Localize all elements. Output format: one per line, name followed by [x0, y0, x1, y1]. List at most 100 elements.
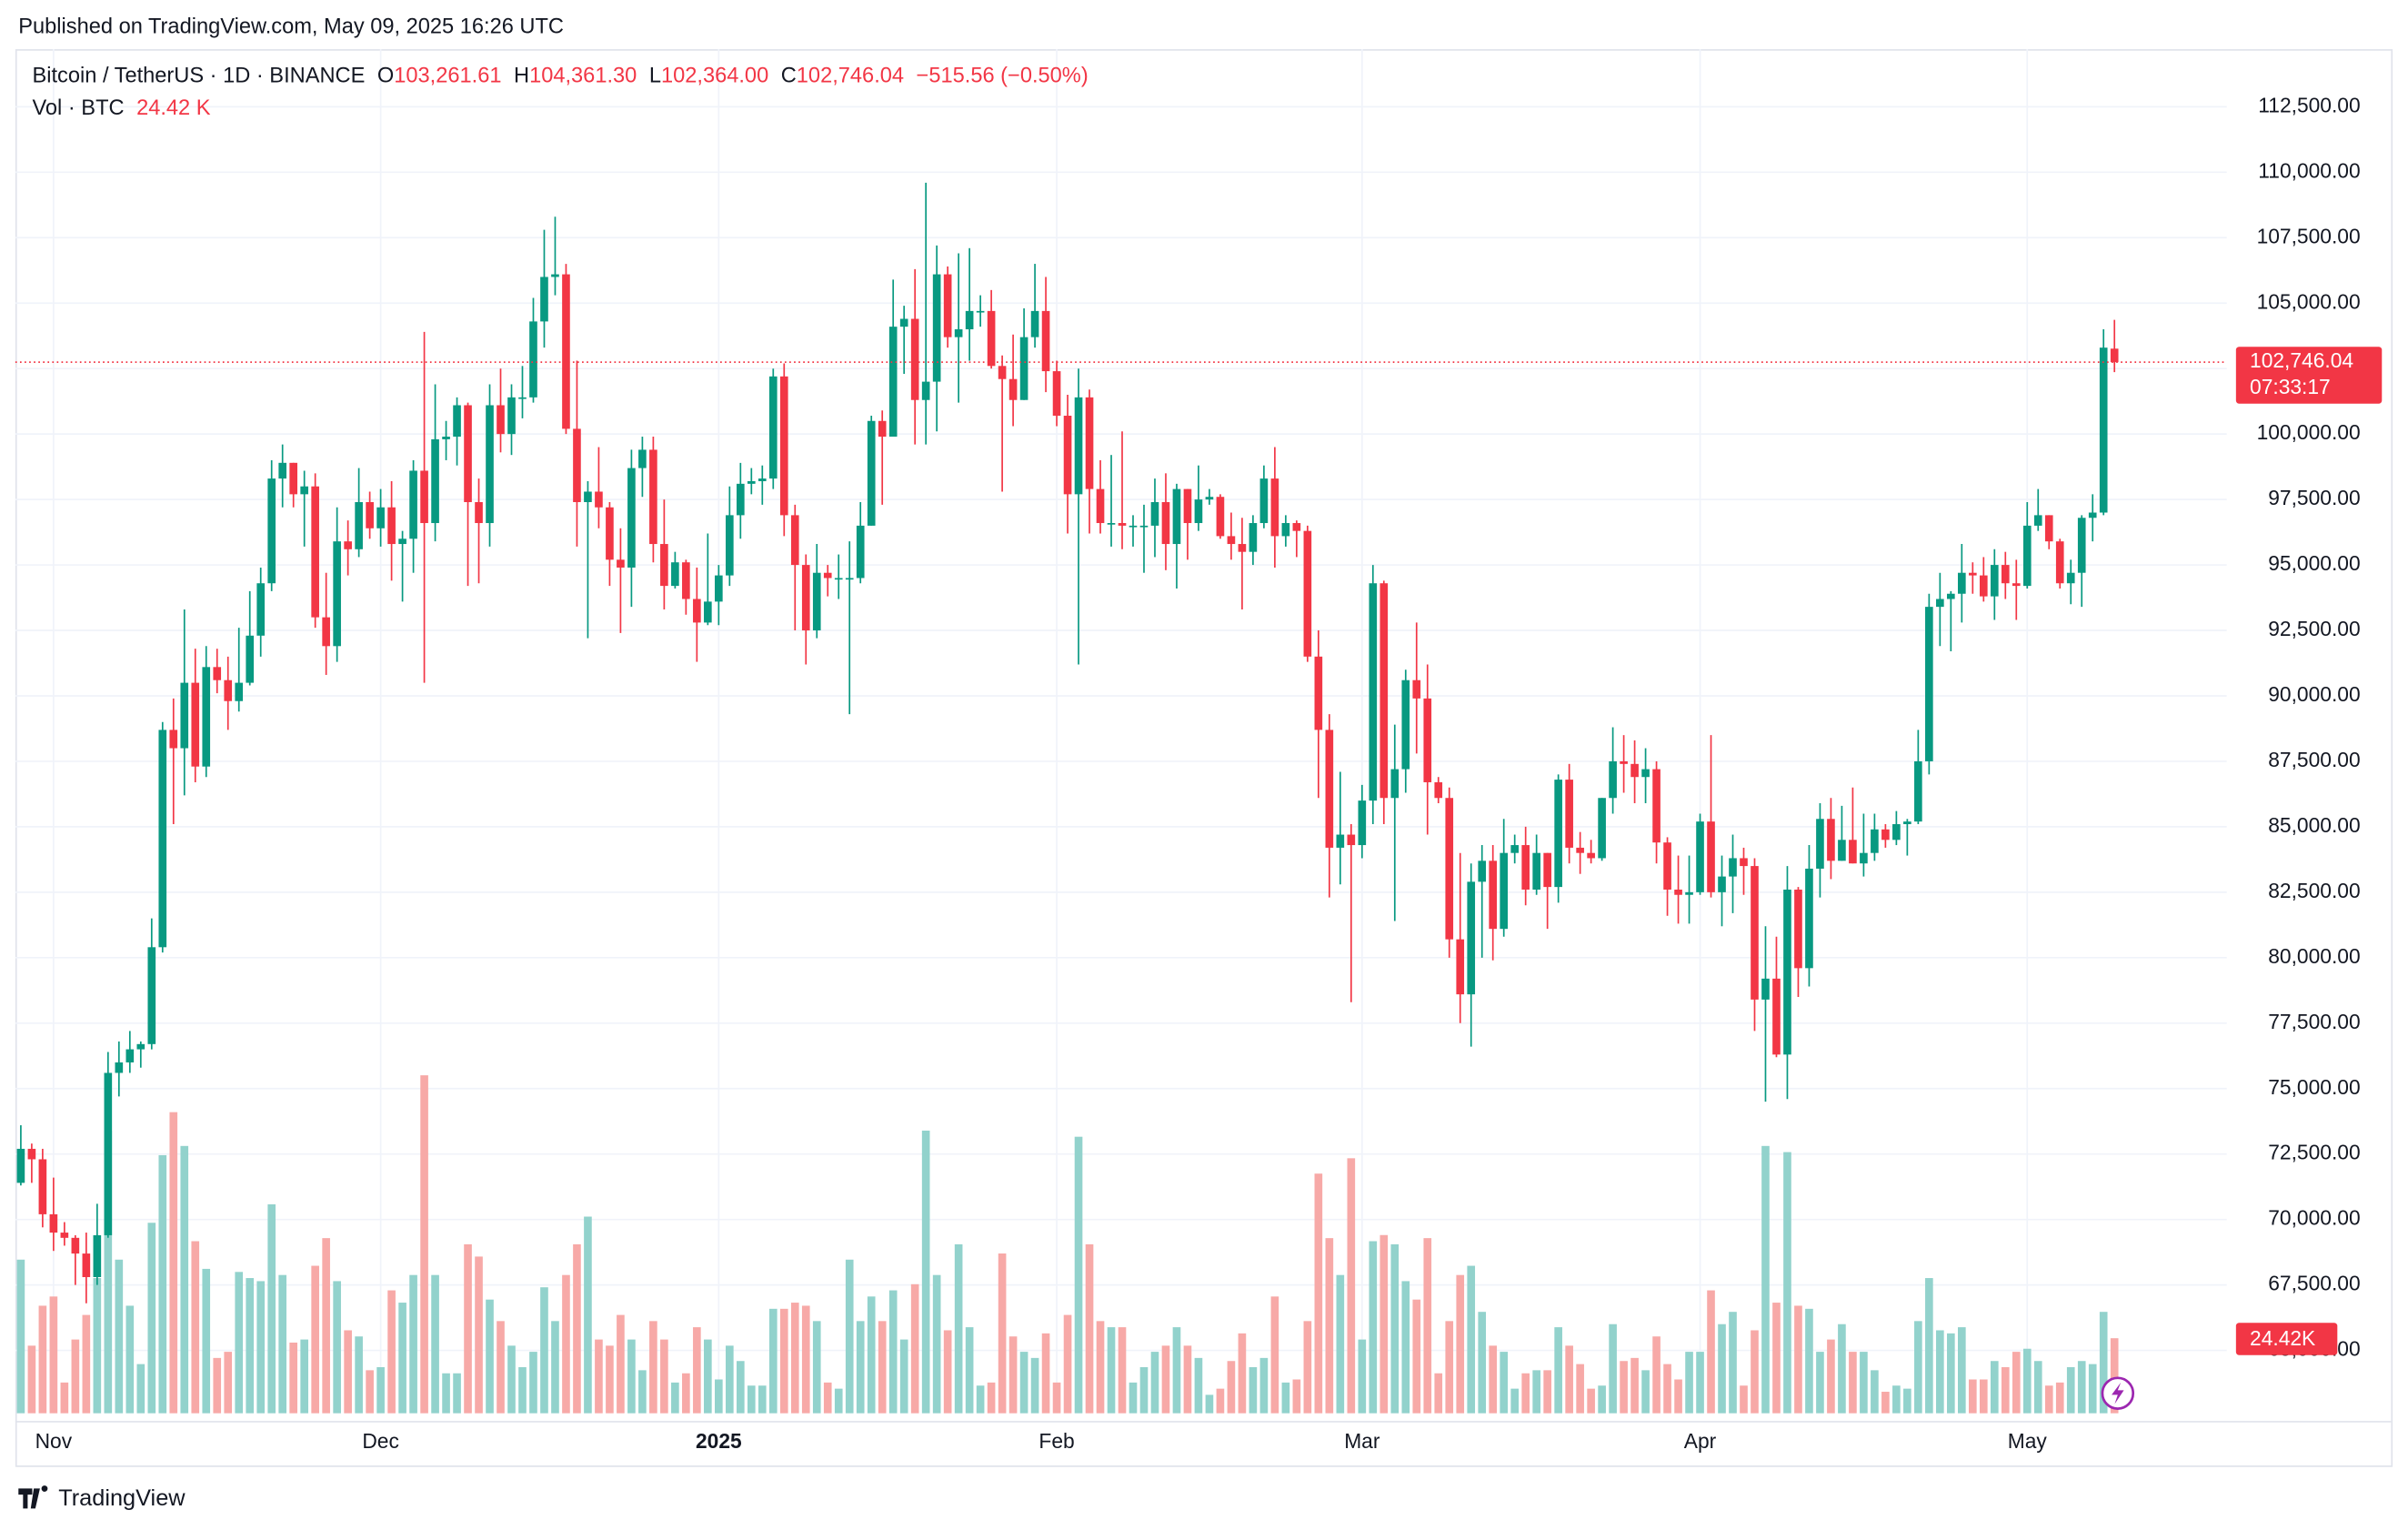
candle-body	[1958, 572, 1966, 594]
volume-bar	[1445, 1321, 1454, 1414]
candle-body	[856, 525, 865, 579]
candle-body	[104, 1072, 113, 1235]
candle-body	[1751, 866, 1759, 1000]
volume-bar	[671, 1382, 679, 1414]
candle-body	[627, 468, 636, 568]
candle-body	[158, 730, 167, 948]
candle-body	[1270, 478, 1279, 537]
candle-body	[1390, 769, 1400, 799]
volume-legend: Vol · BTC 24.42 K	[32, 96, 210, 120]
volume-bar	[1194, 1357, 1203, 1414]
volume-bar	[812, 1321, 821, 1414]
candle-body	[1205, 497, 1214, 500]
volume-bar	[1620, 1361, 1628, 1414]
volume-bar	[573, 1243, 581, 1414]
candle-body	[300, 486, 308, 495]
legend-key: C	[781, 65, 797, 88]
volume-bar	[136, 1364, 145, 1414]
volume-bar	[1205, 1394, 1214, 1414]
volume-bar	[1161, 1345, 1170, 1414]
y-tick-label: 87,500.00	[2268, 748, 2360, 771]
candle-body	[213, 667, 222, 680]
volume-bar	[267, 1203, 276, 1414]
volume-bar	[1674, 1379, 1682, 1414]
legend-value: 103,261.61	[394, 65, 501, 88]
volume-bar	[834, 1388, 843, 1414]
volume-bar	[453, 1373, 461, 1414]
volume-bar	[1729, 1312, 1737, 1414]
candle-body	[910, 318, 919, 400]
volume-bar	[387, 1290, 396, 1414]
volume-bar	[1139, 1366, 1149, 1414]
y-tick-label: 72,500.00	[2268, 1141, 2360, 1164]
candle-body	[1303, 530, 1312, 657]
volume-bar	[1816, 1352, 1824, 1414]
candle-body	[1707, 821, 1715, 892]
y-tick-label: 70,000.00	[2268, 1206, 2360, 1230]
volume-bar	[998, 1253, 1007, 1414]
volume-bar	[1096, 1321, 1105, 1414]
volume-bar	[1871, 1370, 1879, 1414]
candle-body	[1150, 501, 1159, 526]
volume-bar	[1979, 1379, 1988, 1414]
volume-bar	[1314, 1173, 1323, 1414]
volume-bar	[1969, 1379, 1977, 1414]
volume-bar	[1990, 1361, 1999, 1414]
volume-bar	[943, 1330, 952, 1414]
volume-bar	[2066, 1366, 2075, 1414]
volume-bar	[1390, 1243, 1400, 1414]
volume-bar	[987, 1382, 996, 1414]
volume-bar	[1129, 1382, 1138, 1414]
volume-bar	[2110, 1338, 2119, 1414]
lightning-glyph	[2112, 1382, 2124, 1404]
candle-body	[1358, 800, 1367, 846]
volume-bar	[322, 1238, 330, 1414]
candle-body	[660, 544, 668, 587]
candle-body	[726, 515, 734, 576]
candle-body	[998, 366, 1007, 379]
candle-body	[1969, 572, 1977, 576]
candle-body	[1587, 852, 1595, 859]
axes: 65,000.0067,500.0070,000.0072,500.0075,0…	[15, 93, 2392, 1453]
volume-bar	[1380, 1234, 1389, 1414]
candle-body	[115, 1062, 124, 1073]
candle-body	[1816, 819, 1824, 869]
candle-body	[322, 617, 330, 647]
candle-body	[398, 539, 406, 545]
volume-bar	[398, 1303, 406, 1414]
candle-body	[1663, 842, 1671, 890]
candle-body	[1052, 371, 1061, 417]
volume-bar	[1150, 1352, 1159, 1414]
volume-bar	[1369, 1241, 1378, 1414]
candle-body	[1718, 876, 1726, 892]
candle-body	[1074, 397, 1083, 495]
candle-body	[224, 679, 233, 701]
candle-body	[638, 449, 647, 468]
volume-bar	[562, 1274, 570, 1414]
volume-bar	[507, 1345, 516, 1414]
candle-body	[333, 541, 341, 647]
volume-bar	[1696, 1352, 1704, 1414]
candle-body	[420, 470, 428, 524]
legend-key: L	[649, 65, 661, 88]
y-tick-label: 95,000.00	[2268, 551, 2360, 575]
candle-body	[1412, 679, 1421, 699]
candle-body	[595, 491, 603, 508]
volume-bar	[1740, 1385, 1748, 1414]
candle-body	[1979, 575, 1988, 597]
candle-body	[1085, 397, 1094, 489]
legend-change: −515.56 (−0.50%)	[917, 65, 1089, 88]
volume-bar	[1085, 1243, 1094, 1414]
volume-bar	[2055, 1382, 2064, 1414]
candle-body	[1423, 698, 1432, 782]
candle-body	[693, 599, 701, 623]
candle-body	[355, 501, 363, 549]
candle-body	[1107, 523, 1116, 525]
volume-bar	[1325, 1238, 1334, 1414]
candle-body	[1139, 525, 1149, 528]
candle-body	[1761, 978, 1770, 1000]
volume-bar	[1685, 1352, 1693, 1414]
volume-bar	[1598, 1385, 1606, 1414]
candle-body	[82, 1253, 91, 1277]
volume-bar	[1052, 1382, 1061, 1414]
